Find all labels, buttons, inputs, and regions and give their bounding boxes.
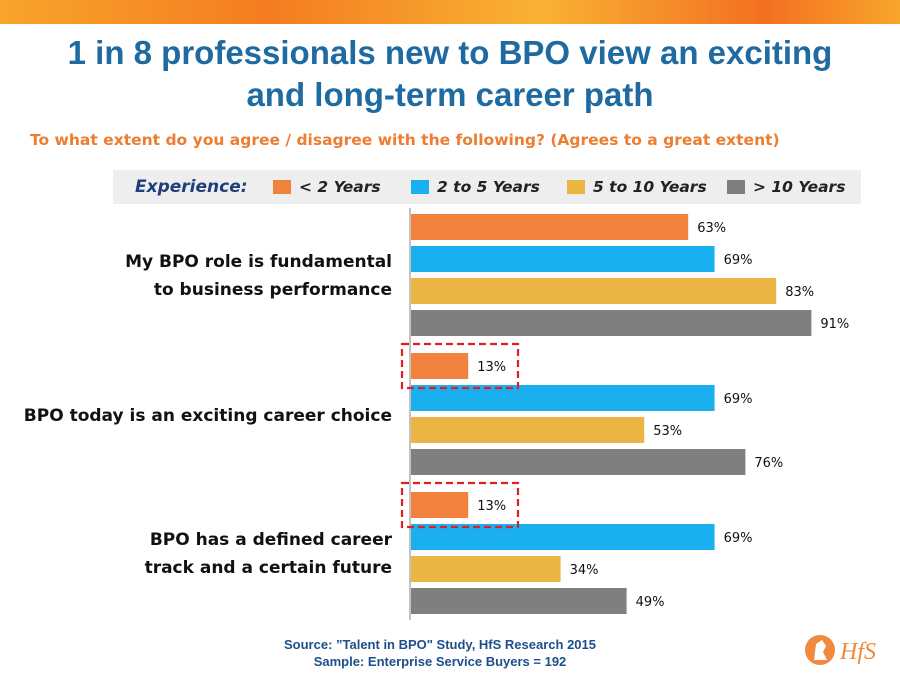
legend-label: 2 to 5 Years xyxy=(437,178,540,196)
data-label: 83% xyxy=(785,285,814,300)
data-label: 69% xyxy=(724,253,753,268)
sample-line: Sample: Enterprise Service Buyers = 192 xyxy=(313,654,567,669)
bar xyxy=(411,449,746,475)
logo-text: HfS xyxy=(839,639,876,665)
category-label-line: to business performance xyxy=(153,280,392,300)
data-label: 91% xyxy=(820,317,849,332)
legend-swatch xyxy=(727,180,745,194)
category-label-fundamental: My BPO role is fundamental to business p… xyxy=(125,248,392,304)
highlight-box xyxy=(400,481,520,529)
legend-item-2to5: 2 to 5 Years xyxy=(411,170,540,204)
chart-subtitle: To what extent do you agree / disagree w… xyxy=(30,131,780,149)
bar xyxy=(411,353,469,379)
data-label: 13% xyxy=(477,360,506,375)
legend-item-lt2: < 2 Years xyxy=(273,170,381,204)
legend-swatch xyxy=(411,180,429,194)
header-gradient-bar xyxy=(0,0,900,24)
data-label: 49% xyxy=(636,595,665,610)
category-label-exciting: BPO today is an exciting career choice xyxy=(24,402,392,430)
source-line: Source: ”Talent in BPO" Study, HfS Resea… xyxy=(284,637,596,652)
legend-swatch xyxy=(273,180,291,194)
legend-label: 5 to 10 Years xyxy=(593,178,707,196)
logo-figure-icon xyxy=(814,640,827,660)
data-label: 69% xyxy=(724,531,753,546)
hfs-logo: HfS xyxy=(805,635,876,665)
source-note: Source: ”Talent in BPO" Study, HfS Resea… xyxy=(0,636,880,670)
legend-label: > 10 Years xyxy=(753,178,846,196)
data-label: 76% xyxy=(754,456,783,471)
data-label: 69% xyxy=(724,392,753,407)
bar xyxy=(411,417,645,443)
legend-item-gt10: > 10 Years xyxy=(727,170,845,204)
bar xyxy=(411,492,469,518)
data-label: 63% xyxy=(697,221,726,236)
legend-label: < 2 Years xyxy=(299,178,381,196)
bar xyxy=(411,310,812,336)
legend-swatch xyxy=(567,180,585,194)
bar xyxy=(411,588,627,614)
category-label-line: BPO has a defined career xyxy=(149,530,392,550)
data-label: 34% xyxy=(570,563,599,578)
bar xyxy=(411,246,715,272)
slide-title: 1 in 8 professionals new to BPO view an … xyxy=(67,34,833,113)
highlight-box xyxy=(400,342,520,390)
category-label-line: My BPO role is fundamental xyxy=(125,252,392,272)
bar xyxy=(411,214,689,240)
legend: Experience: < 2 Years 2 to 5 Years 5 to … xyxy=(113,170,861,204)
bar xyxy=(411,278,777,304)
legend-item-5to10: 5 to 10 Years xyxy=(567,170,707,204)
category-label-line: BPO today is an exciting career choice xyxy=(23,406,392,426)
bar xyxy=(411,556,561,582)
data-label: 13% xyxy=(477,499,506,514)
bar xyxy=(411,524,715,550)
category-label-line: track and a certain future xyxy=(144,558,392,578)
data-label: 53% xyxy=(653,424,682,439)
bar xyxy=(411,385,715,411)
legend-title: Experience: xyxy=(135,177,248,197)
category-label-defined-track: BPO has a defined career track and a cer… xyxy=(145,526,392,582)
